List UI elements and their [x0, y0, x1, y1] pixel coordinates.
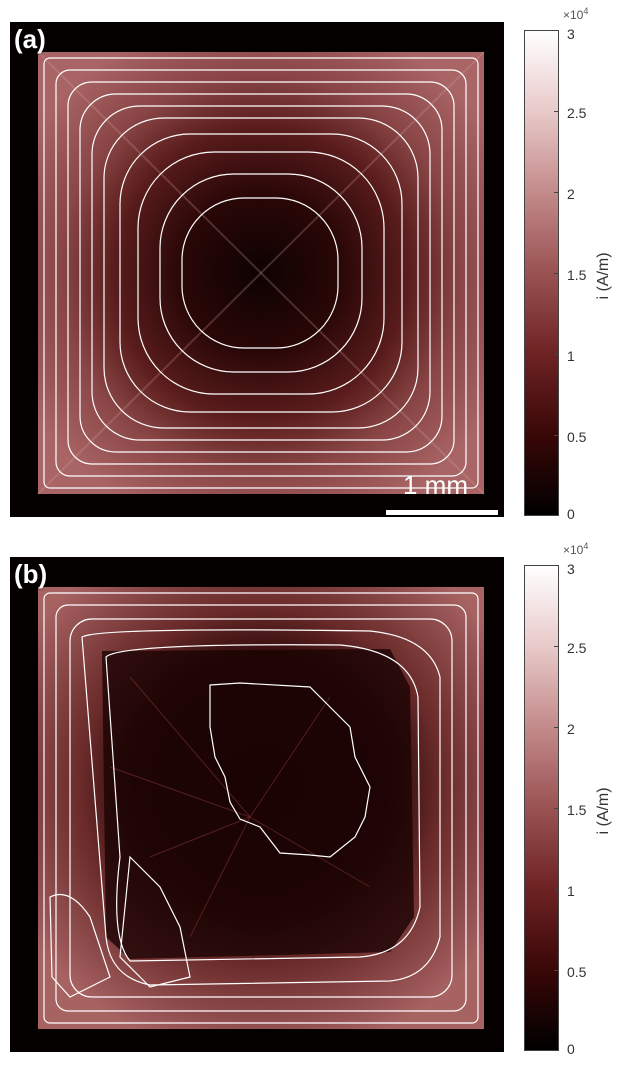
panel-b: (b) ×104 3 2.5 2 1.5 1 0.5 0 i (A/m) — [0, 535, 628, 1069]
colorbar-tick-a — [554, 30, 559, 31]
colorbar-tick-b — [554, 970, 559, 971]
colorbar-tick-label-b: 0.5 — [567, 964, 587, 980]
colorbar-tick-label-b: 2 — [567, 721, 575, 737]
colorbar-tick-label-b: 2.5 — [567, 640, 587, 656]
colorbar-tick-a — [554, 354, 559, 355]
colorbar-tick-a — [554, 192, 559, 193]
scale-bar-label: 1 mm — [403, 470, 468, 500]
colorbar-tick-a — [554, 435, 559, 436]
colorbar-tick-a — [554, 273, 559, 274]
panel-label-b: (b) — [14, 559, 48, 589]
colorbar-tick-b — [554, 889, 559, 890]
colorbar-tick-label-a: 2.5 — [567, 105, 587, 121]
colorbar-tick-label-b: 0 — [567, 1041, 575, 1057]
colorbar-tick-b — [554, 646, 559, 647]
colorbar-title-b: i (A/m) — [595, 787, 612, 835]
colorbar-tick-b — [554, 727, 559, 728]
colorbar-tick-label-b: 1 — [567, 883, 575, 899]
colorbar-tick-label-a: 2 — [567, 186, 575, 202]
colorbar-tick-label-a: 3 — [567, 26, 575, 42]
colorbar-tick-label-a: 1 — [567, 348, 575, 364]
colorbar-tick-a — [554, 111, 559, 112]
panel-a: (a) 1 mm ×104 3 2.5 2 1.5 1 0.5 0 i (A/m… — [0, 0, 628, 534]
map-image-b — [10, 557, 504, 1052]
colorbar-multiplier-b: ×104 — [563, 541, 589, 557]
panel-label-a: (a) — [14, 24, 46, 54]
colorbar-tick-label-a: 1.5 — [567, 267, 587, 283]
colorbar-tick-label-b: 1.5 — [567, 802, 587, 818]
map-image-a — [10, 22, 504, 517]
current-density-map-b — [10, 557, 504, 1052]
scale-bar — [386, 510, 498, 515]
colorbar-tick-label-a: 0.5 — [567, 429, 587, 445]
colorbar-tick-label-b: 3 — [567, 561, 575, 577]
colorbar-tick-b — [554, 565, 559, 566]
colorbar-tick-b — [554, 808, 559, 809]
colorbar-tick-label-a: 0 — [567, 506, 575, 522]
current-density-map-a — [10, 22, 504, 517]
colorbar-title-a: i (A/m) — [595, 252, 612, 300]
colorbar-multiplier-a: ×104 — [563, 6, 589, 22]
